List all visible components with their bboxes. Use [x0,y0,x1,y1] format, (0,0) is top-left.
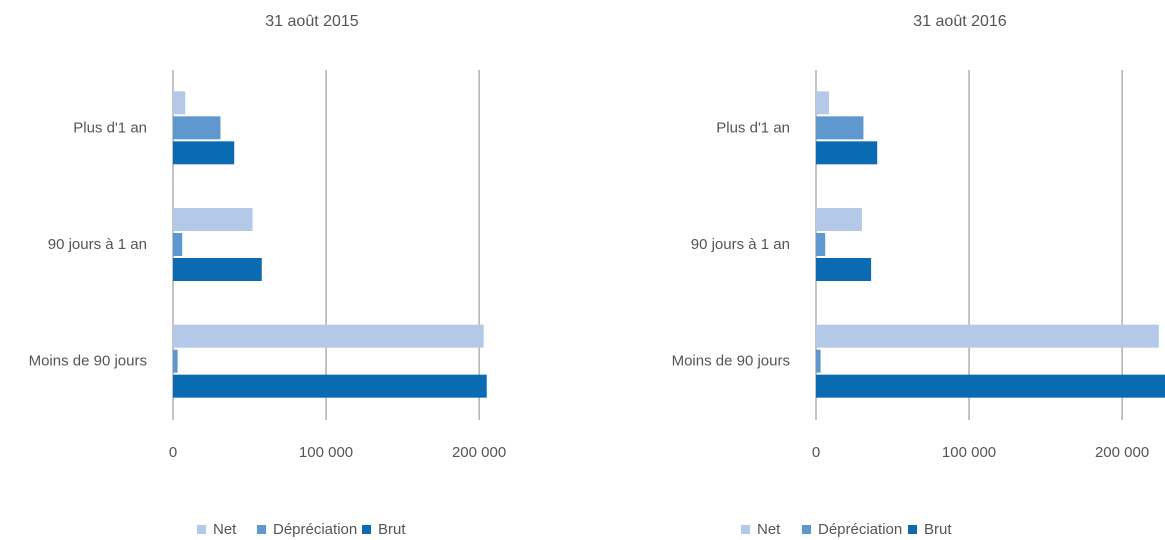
bar [816,116,864,140]
bar [173,116,221,140]
legend-swatch [197,525,206,534]
y-tick-label: Moins de 90 jours [672,353,790,370]
y-tick-label: Moins de 90 jours [29,353,147,370]
legend-swatch [741,525,750,534]
legend-label: Brut [378,521,406,538]
x-tick-label: 0 [169,444,177,461]
bar [816,208,862,231]
bar [173,208,253,231]
legend-label: Dépréciation [818,521,902,538]
x-tick-label: 200 000 [452,444,506,461]
legend-swatch [257,525,266,534]
legend-swatch [362,525,371,534]
chart-title: 31 août 2016 [913,13,1007,30]
x-tick-label: 100 000 [299,444,353,461]
legend-swatch [908,525,917,534]
bar [173,233,183,256]
bar [173,324,484,348]
bar [816,91,830,115]
bar [816,349,821,373]
legend-swatch [802,525,811,534]
y-tick-label: 90 jours à 1 an [48,236,147,253]
legend-label: Dépréciation [273,521,357,538]
bar [816,233,826,256]
legend-label: Net [213,521,237,538]
bar [816,141,878,165]
bar [816,258,872,281]
bar [173,141,235,165]
y-tick-label: Plus d'1 an [73,119,147,136]
y-tick-label: Plus d'1 an [716,119,790,136]
x-tick-label: 100 000 [942,444,996,461]
bar [816,324,1159,348]
legend-label: Brut [924,521,952,538]
y-tick-label: 90 jours à 1 an [691,236,790,253]
bar [816,374,1165,398]
bar [173,349,178,373]
bar [173,374,487,398]
bar [173,91,186,115]
legend-label: Net [757,521,781,538]
x-tick-label: 200 000 [1095,444,1149,461]
bar [173,258,262,281]
chart-title: 31 août 2015 [265,13,359,30]
x-tick-label: 0 [812,444,820,461]
